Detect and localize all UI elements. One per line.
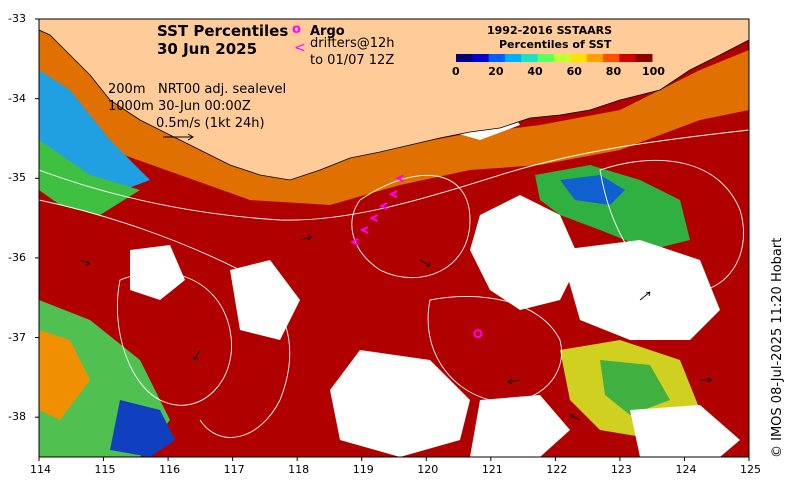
x-tick-label: 118 [288, 463, 310, 476]
nodata-patch-6 [230, 260, 300, 340]
argo-float [473, 329, 483, 339]
y-tick-label: -37 [8, 330, 26, 344]
y-tick-label: -36 [8, 250, 26, 264]
argo-marker [473, 329, 483, 339]
drifter-legend-label-1: drifters@12h [310, 36, 395, 51]
green-shelf-west [39, 140, 140, 215]
map-plot-area [39, 19, 749, 457]
drifter-marker [359, 226, 369, 234]
nodata-patch-2 [560, 240, 720, 340]
y-tick-label: -33 [8, 12, 26, 25]
nodata-patch-3 [330, 350, 470, 457]
colorbar-tick: 40 [527, 65, 543, 78]
argo-legend-label: Argo [310, 24, 345, 39]
colorbar-segment [521, 54, 539, 62]
colorbar-segment [635, 54, 653, 62]
colorbar-segment [488, 54, 506, 62]
colorbar-segment [586, 54, 604, 62]
x-tick-label: 124 [675, 463, 697, 476]
colorbar-segment [619, 54, 637, 62]
blue-patch-east [560, 175, 625, 205]
x-tick-label: 114 [30, 463, 51, 476]
nodata-patch-1 [470, 195, 580, 310]
drifter-marker [350, 238, 359, 246]
colorbar [456, 54, 653, 62]
drifter-legend-symbol: < [294, 40, 306, 56]
drifter-marker [369, 214, 379, 222]
drifter-marker [388, 190, 398, 199]
nodata-patch-4 [470, 395, 570, 457]
y-tick-label: -34 [8, 91, 26, 105]
x-tick-label: 121 [481, 463, 503, 476]
coastline [39, 29, 749, 181]
scale-note: 0.5m/s (1kt 24h) [156, 116, 265, 131]
argo-legend-symbol: o [292, 22, 301, 37]
x-tick-label: 116 [159, 463, 181, 476]
colorbar-title-1: 1992-2016 SSTAARS [487, 24, 613, 37]
map-title-line1: SST Percentiles [157, 22, 289, 40]
green-patch-south [600, 360, 670, 415]
map-title-line2: 30 Jun 2025 [157, 40, 258, 58]
drifter-track [350, 174, 404, 246]
y-tick-label: -35 [8, 171, 26, 185]
slope-band [39, 30, 749, 205]
x-tick-label: 119 [352, 463, 374, 476]
x-tick-label: 123 [610, 463, 632, 476]
colorbar-segment [456, 54, 473, 62]
contour-note-line1: NRT00 adj. sealevel [158, 82, 287, 97]
credit-text: © IMOS 08-Jul-2025 11:20 Hobart [770, 237, 785, 458]
colorbar-title-2: Percentiles of SST [499, 38, 612, 51]
colorbar-tick: 60 [566, 65, 582, 78]
x-tick-label: 120 [417, 463, 439, 476]
colorbar-segment [603, 54, 620, 62]
velocity-arrows [79, 234, 713, 421]
orange-patch-southwest [39, 330, 90, 420]
scale-arrow [163, 133, 194, 141]
contour-depth-1000m: 1000m [108, 99, 154, 114]
colorbar-segment [554, 54, 571, 62]
colorbar-segment [570, 54, 588, 62]
x-tick-label: 125 [740, 463, 761, 476]
nodata-patch-7 [630, 405, 740, 457]
colorbar-tick: 100 [642, 65, 665, 78]
colorbar-tick: 0 [452, 65, 460, 78]
colorbar-tick: 20 [488, 65, 504, 78]
blue-patch-southwest [110, 400, 175, 457]
drifter-marker [379, 202, 388, 211]
drifter-legend-label-2: to 01/07 12Z [310, 53, 395, 68]
x-tick-label: 122 [546, 463, 568, 476]
x-tick-label: 117 [223, 463, 245, 476]
plot-frame [38, 18, 750, 458]
contour-depth-200m: 200m [108, 82, 146, 97]
contour-note-line2: 30-Jun 00:00Z [158, 99, 251, 114]
drifter-marker [395, 174, 404, 183]
colorbar-segment [472, 54, 490, 62]
colorbar-segment [505, 54, 522, 62]
colorbar-tick: 80 [605, 65, 622, 78]
y-tick-label: -38 [8, 410, 26, 424]
colorbar-segment [537, 54, 555, 62]
x-tick-label: 115 [94, 463, 116, 476]
axis-ticks [35, 18, 750, 461]
